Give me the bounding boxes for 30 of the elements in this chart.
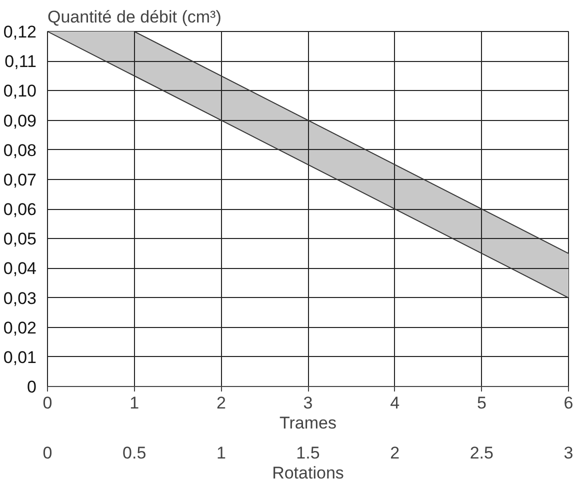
x2-tick-label: 2.5 [470, 444, 494, 462]
x2-tick-label: 1.5 [296, 444, 320, 462]
x-tick-label: 2 [216, 394, 226, 412]
y-tick-label: 0,05 [3, 230, 37, 249]
x-tick-label: 5 [476, 394, 486, 412]
y-tick-label: 0,02 [3, 318, 37, 338]
y-tick-label: 0 [27, 378, 37, 396]
x-tick-label: 0 [42, 394, 52, 412]
y-tick-label: 0,04 [3, 259, 37, 278]
y-tick-label: 0,07 [3, 170, 37, 190]
y-tick-label: 0,03 [3, 288, 37, 308]
x-tick-label: 4 [390, 394, 400, 412]
y-tick-label: 0,08 [3, 140, 37, 160]
y-tick-label: 0,01 [3, 348, 37, 367]
x2-tick-label: 1 [216, 444, 226, 462]
y-axis-title: Quantité de débit (cm³) [48, 8, 222, 26]
x-tick-label: 3 [303, 394, 313, 412]
x-axis-title: Trames [280, 414, 337, 432]
y-tick-label: 0,10 [3, 82, 37, 101]
x2-tick-label: 3 [564, 444, 574, 462]
x2-tick-label: 2 [390, 444, 400, 462]
x2-tick-label: 0 [42, 444, 52, 462]
y-tick-label: 0,06 [3, 200, 37, 219]
x-tick-label: 6 [564, 394, 574, 412]
x2-axis-title: Rotations [272, 464, 344, 482]
y-tick-label: 0,11 [4, 52, 37, 72]
y-tick-label: 0,09 [3, 111, 37, 130]
x-tick-label: 1 [130, 394, 140, 412]
y-tick-label: 0,12 [3, 22, 37, 42]
x2-tick-label: 0.5 [122, 444, 146, 462]
